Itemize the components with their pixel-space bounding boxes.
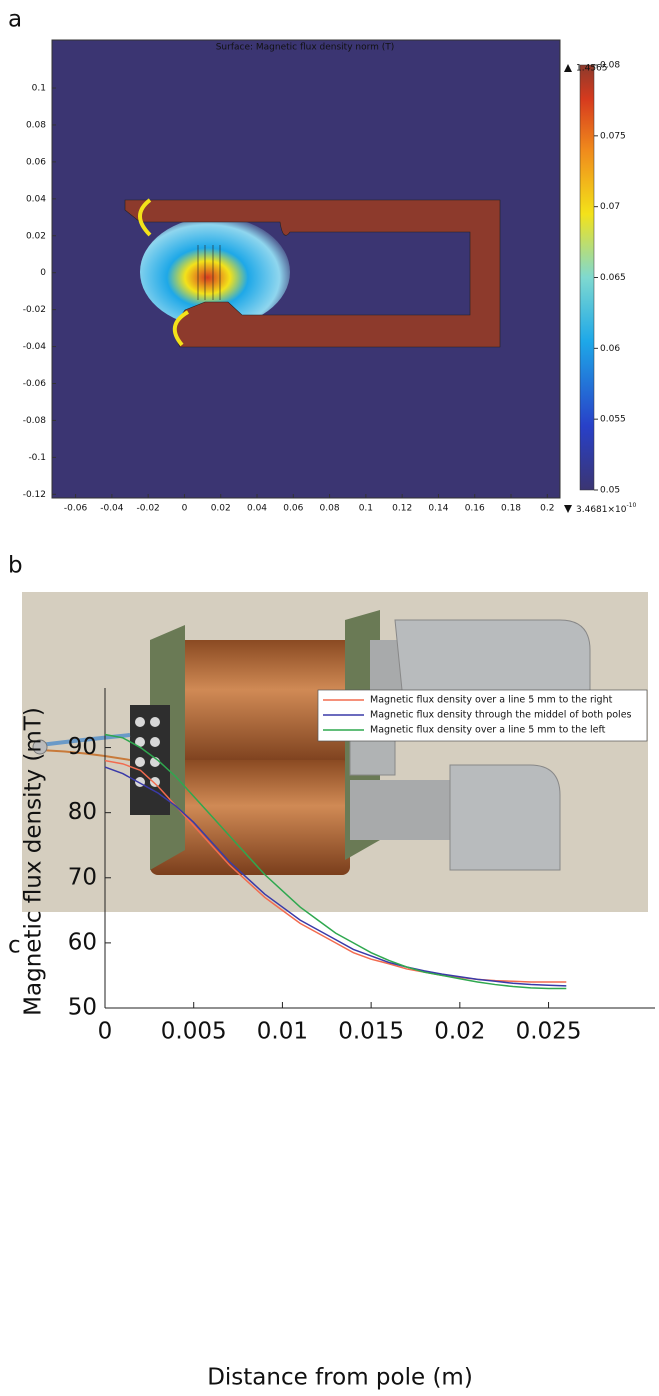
- x-tick-label: -0.04: [100, 504, 124, 514]
- x-tick-label: 0.16: [465, 504, 485, 514]
- x-tick-label: 0.015: [338, 1019, 404, 1045]
- min-label-exponent: -10: [626, 502, 636, 509]
- x-tick-label: -0.06: [64, 504, 88, 514]
- x-tick-label: 0.005: [161, 1019, 227, 1045]
- y-tick-label: -0.06: [23, 379, 47, 389]
- y-tick-label: -0.1: [28, 453, 46, 463]
- y-tick-label: 50: [68, 995, 97, 1021]
- y-tick-label: 90: [68, 734, 97, 760]
- y-tick-label: 0.04: [26, 194, 46, 204]
- x-tick-label: 0.2: [540, 504, 554, 514]
- y-tick-label: 70: [68, 864, 97, 890]
- x-tick-label: 0.04: [247, 504, 267, 514]
- legend-label: Magnetic flux density through the middel…: [370, 710, 632, 721]
- legend-label: Magnetic flux density over a line 5 mm t…: [370, 725, 606, 736]
- max-marker: [564, 64, 572, 72]
- x-tick-label: 0.1: [359, 504, 373, 514]
- y-tick-label: 0.1: [32, 84, 46, 94]
- panel-label: b: [8, 553, 23, 579]
- colorbar-tick-label: 0.06: [600, 344, 620, 354]
- photo: [22, 592, 648, 912]
- x-tick-label: 0: [182, 504, 188, 514]
- max-label: 1.4565: [576, 64, 608, 74]
- legend-label: Magnetic flux density over a line 5 mm t…: [370, 695, 613, 706]
- y-tick-label: -0.02: [23, 305, 46, 315]
- colorbar-tick-label: 0.07: [600, 202, 620, 212]
- y-tick-label: 60: [68, 929, 97, 955]
- colorbar-tick-label: 0.05: [600, 486, 620, 496]
- chart-title: Surface: Magnetic flux density norm (T): [216, 43, 395, 53]
- y-axis-label: Magnetic flux density (mT): [21, 707, 47, 1016]
- x-tick-label: 0.025: [516, 1019, 582, 1045]
- y-tick-label: 0.06: [26, 157, 46, 167]
- x-tick-label: 0.14: [428, 504, 448, 514]
- x-tick-label: -0.02: [137, 504, 160, 514]
- min-marker: [564, 505, 572, 513]
- y-tick-label: -0.04: [23, 342, 47, 352]
- colorbar-tick-label: 0.065: [600, 273, 626, 283]
- x-tick-label: 0: [98, 1019, 113, 1045]
- field-region: [140, 217, 290, 327]
- colorbar-tick-label: 0.075: [600, 131, 626, 141]
- min-label-mantissa: 3.4681×10: [576, 505, 627, 515]
- x-tick-label: 0.02: [211, 504, 231, 514]
- series-line: [104, 733, 567, 990]
- y-tick-label: 0: [40, 268, 46, 278]
- y-tick-label: -0.12: [23, 490, 46, 500]
- series-line: [104, 766, 567, 987]
- x-tick-label: 0.08: [320, 504, 340, 514]
- colorbar-tick-label: 0.08: [600, 61, 620, 71]
- plot-frame: [51, 39, 561, 499]
- coil-lines: [197, 245, 221, 300]
- y-tick-label: 80: [68, 799, 97, 825]
- y-tick-label: 0.08: [26, 120, 46, 130]
- x-tick-label: 0.02: [434, 1019, 485, 1045]
- y-tick-label: -0.08: [23, 416, 47, 426]
- panel-label: c: [8, 933, 21, 959]
- colorbar: [579, 64, 595, 491]
- panel-label: a: [8, 7, 22, 33]
- colorbar-tick-label: 0.055: [600, 415, 626, 425]
- x-axis-label: Distance from pole (m): [207, 1365, 473, 1391]
- x-tick-label: 0.18: [501, 504, 521, 514]
- x-tick-label: 0.06: [283, 504, 303, 514]
- x-tick-label: 0.01: [257, 1019, 308, 1045]
- field-edge: [172, 310, 190, 347]
- x-tick-label: 0.12: [392, 504, 412, 514]
- min-label: 3.4681×10-10: [576, 502, 636, 515]
- legend: [317, 689, 648, 742]
- field-edge: [138, 198, 152, 237]
- y-tick-label: 0.02: [26, 231, 46, 241]
